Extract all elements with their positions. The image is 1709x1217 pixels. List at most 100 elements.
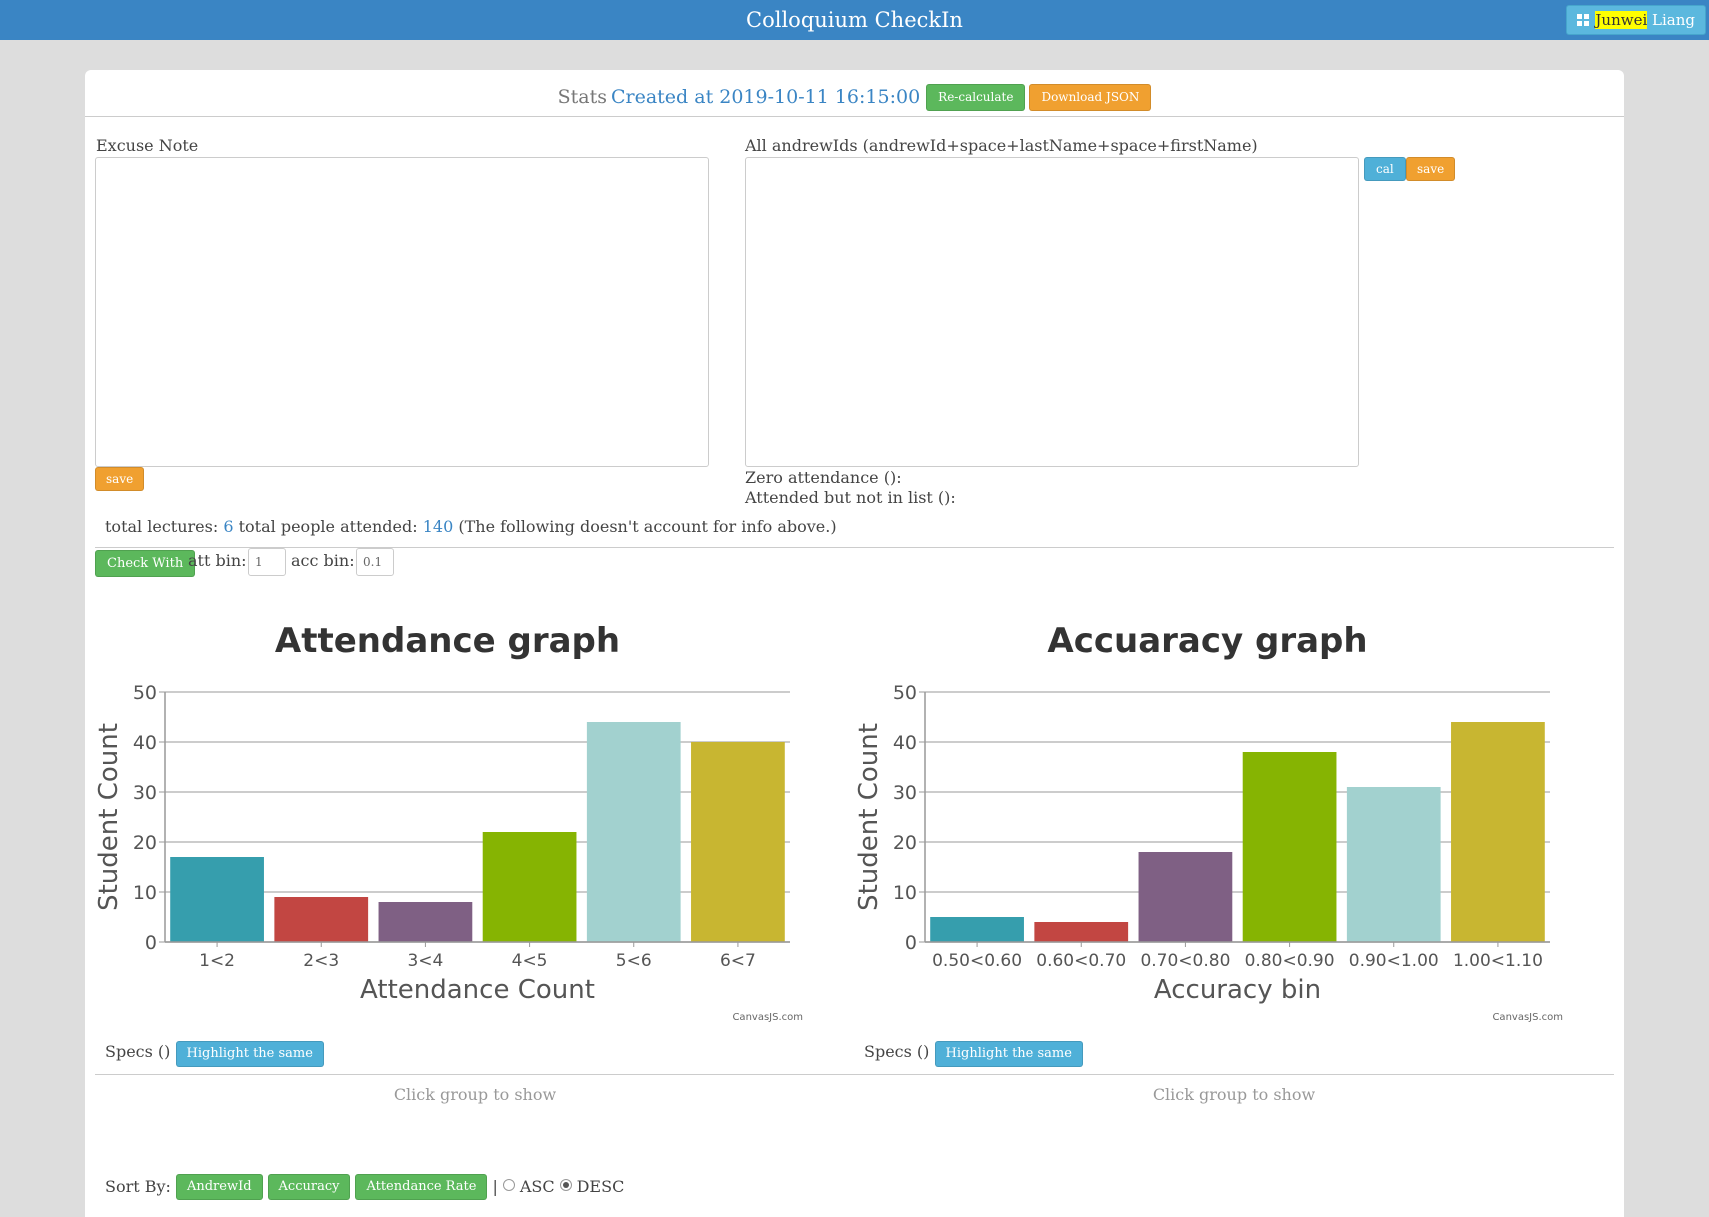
summary-note: (The following doesn't account for info … <box>458 517 837 536</box>
created-at-text: Created at 2019-10-11 16:15:00 <box>610 86 921 108</box>
top-navbar: Colloquium CheckIn Junwei Liang <box>0 0 1709 40</box>
specs-divider <box>95 1074 1614 1075</box>
y-tick-label: 50 <box>893 682 917 704</box>
andrewids-textarea[interactable] <box>745 157 1359 467</box>
y-axis-title: Student Count <box>95 723 124 911</box>
sort-row: Sort By: AndrewId Accuracy Attendance Ra… <box>105 1174 624 1200</box>
y-tick-label: 30 <box>133 782 157 804</box>
bar[interactable] <box>1034 922 1129 942</box>
x-tick-label: 3<4 <box>407 951 443 971</box>
check-with-button[interactable]: Check With <box>95 550 196 577</box>
header-divider <box>85 116 1624 117</box>
asc-label: ASC <box>519 1177 555 1196</box>
cal-button[interactable]: cal <box>1364 157 1406 181</box>
andrewids-save-button[interactable]: save <box>1406 157 1456 181</box>
y-tick-label: 20 <box>893 832 917 854</box>
x-tick-label: 0.50<0.60 <box>932 951 1022 971</box>
user-menu-button[interactable]: Junwei Liang <box>1566 5 1706 35</box>
sort-attendance-rate-button[interactable]: Attendance Rate <box>355 1174 488 1200</box>
andrewids-label: All andrewIds (andrewId+space+lastName+s… <box>745 136 1258 155</box>
bar[interactable] <box>586 722 681 942</box>
stats-header: Stats Created at 2019-10-11 16:15:00 Re-… <box>85 80 1624 114</box>
total-lectures-label: total lectures: <box>105 517 219 536</box>
att-bin-input[interactable] <box>248 548 286 576</box>
y-tick-label: 40 <box>893 732 917 754</box>
not-in-list-text: Attended but not in list (): <box>745 488 956 507</box>
click-group-hint-left: Click group to show <box>393 1085 557 1104</box>
summary-line: total lectures: 6 total people attended:… <box>105 517 837 536</box>
bar[interactable] <box>274 897 369 942</box>
x-tick-label: 1.00<1.10 <box>1453 951 1543 971</box>
click-group-hint-right: Click group to show <box>1152 1085 1316 1104</box>
x-tick-label: 0.70<0.80 <box>1140 951 1230 971</box>
acc-bin-label: acc bin: <box>291 551 355 570</box>
sort-by-label: Sort By: <box>105 1177 171 1196</box>
y-tick-label: 30 <box>893 782 917 804</box>
y-axis-title: Student Count <box>855 723 884 911</box>
bar[interactable] <box>170 857 264 942</box>
recalculate-button[interactable]: Re-calculate <box>926 83 1026 111</box>
main-panel: Stats Created at 2019-10-11 16:15:00 Re-… <box>85 70 1624 1217</box>
att-bin-label: att bin: <box>188 551 247 570</box>
x-tick-label: 4<5 <box>512 951 548 971</box>
asc-radio[interactable] <box>502 1179 515 1191</box>
highlight-same-button-right[interactable]: Highlight the same <box>934 1041 1083 1067</box>
user-last-name: Liang <box>1652 11 1695 29</box>
accuracy-chart: Accuaracy graph 0 10 20 30 40 50 0.50<0.60 0.60<… <box>855 610 1595 1030</box>
user-first-name: Junwei <box>1595 11 1648 29</box>
x-axis-title: Accuracy bin <box>1154 975 1321 1005</box>
x-tick-label: 0.90<1.00 <box>1349 951 1439 971</box>
excuse-save-button[interactable]: save <box>95 467 145 491</box>
x-tick-label: 1<2 <box>199 951 235 971</box>
highlight-same-button-left[interactable]: Highlight the same <box>175 1041 324 1067</box>
total-people-label: total people attended: <box>238 517 418 536</box>
chart-svg: Accuaracy graph 0 10 20 30 40 50 0.50<0.60 0.60<… <box>855 621 1563 1023</box>
zero-attendance-text: Zero attendance (): <box>745 468 902 487</box>
x-tick-label: 2<3 <box>303 951 339 971</box>
sort-accuracy-button[interactable]: Accuracy <box>267 1174 351 1200</box>
summary-divider <box>95 547 1614 548</box>
y-tick-label: 10 <box>893 882 917 904</box>
specs-row-left: Specs () Highlight the same <box>105 1040 324 1067</box>
bar[interactable] <box>930 917 1024 942</box>
sort-divider: | <box>492 1177 498 1196</box>
x-axis-title: Attendance Count <box>360 975 595 1005</box>
bar[interactable] <box>691 742 785 942</box>
y-tick-label: 50 <box>133 682 157 704</box>
stats-label: Stats <box>557 86 607 108</box>
bar[interactable] <box>1451 722 1545 942</box>
acc-bin-input[interactable] <box>356 548 394 576</box>
bar[interactable] <box>1346 787 1441 942</box>
x-tick-label: 6<7 <box>720 951 756 971</box>
desc-radio[interactable] <box>559 1179 572 1191</box>
x-tick-label: 0.60<0.70 <box>1036 951 1126 971</box>
sort-andrewid-button[interactable]: AndrewId <box>175 1174 263 1200</box>
chart-title: Attendance graph <box>275 621 620 661</box>
specs-label-left: Specs () <box>105 1042 171 1061</box>
chart-credit[interactable]: CanvasJS.com <box>732 1012 803 1023</box>
chart-title: Accuaracy graph <box>1047 621 1367 661</box>
x-tick-label: 0.80<0.90 <box>1245 951 1335 971</box>
y-tick-label: 0 <box>905 932 917 954</box>
grid-icon <box>1577 14 1590 26</box>
bar[interactable] <box>378 902 473 942</box>
x-tick-label: 5<6 <box>616 951 652 971</box>
y-tick-label: 10 <box>133 882 157 904</box>
y-tick-label: 40 <box>133 732 157 754</box>
bar[interactable] <box>1242 752 1337 942</box>
excuse-note-textarea[interactable] <box>95 157 709 467</box>
total-lectures-value: 6 <box>223 517 234 536</box>
total-people-value: 140 <box>422 517 454 536</box>
y-tick-label: 0 <box>145 932 157 954</box>
specs-row-right: Specs () Highlight the same <box>864 1040 1083 1067</box>
chart-credit[interactable]: CanvasJS.com <box>1492 1012 1563 1023</box>
app-title: Colloquium CheckIn <box>746 8 963 32</box>
attendance-chart: Attendance graph 0 10 20 30 40 50 1<2 2<3 3<4 4<5 5… <box>95 610 835 1030</box>
download-json-button[interactable]: Download JSON <box>1029 83 1152 111</box>
specs-label-right: Specs () <box>864 1042 930 1061</box>
bar[interactable] <box>482 832 577 942</box>
chart-svg: Attendance graph 0 10 20 30 40 50 1<2 2<3 3<4 4<5 5… <box>95 621 803 1023</box>
y-tick-label: 20 <box>133 832 157 854</box>
desc-label: DESC <box>576 1177 625 1196</box>
bar[interactable] <box>1138 852 1233 942</box>
